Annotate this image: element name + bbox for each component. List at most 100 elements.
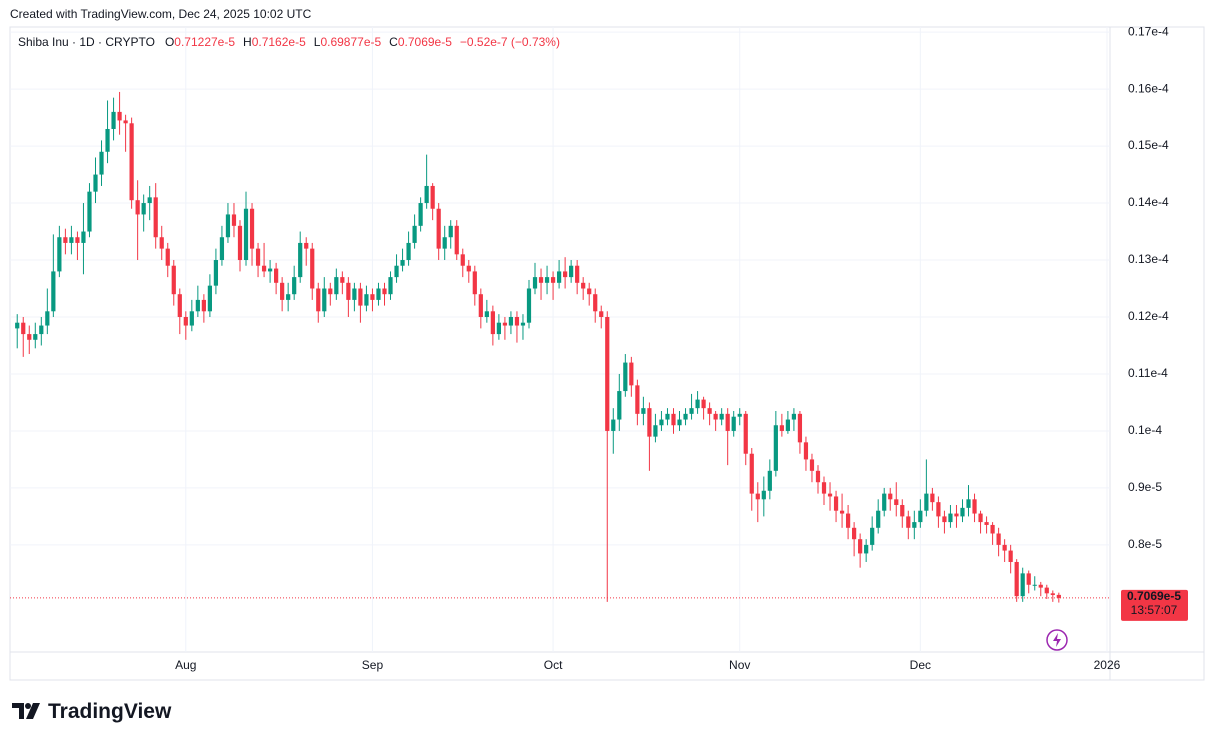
candle-body bbox=[876, 510, 881, 528]
candle-body bbox=[791, 413, 797, 420]
candle-body bbox=[809, 459, 815, 471]
candle-body bbox=[737, 413, 742, 417]
candle-body bbox=[292, 277, 297, 295]
brand: TradingView bbox=[48, 700, 172, 723]
pane-border bbox=[9, 26, 1205, 681]
candle-body bbox=[767, 470, 772, 491]
candle-body bbox=[833, 496, 839, 511]
candle-body bbox=[948, 513, 953, 523]
candle-body bbox=[243, 208, 249, 261]
candle-body bbox=[870, 527, 875, 545]
candle-body bbox=[930, 493, 935, 503]
candle-body bbox=[45, 311, 50, 326]
legend-value: 0.71227e-5 bbox=[174, 35, 236, 49]
candle-body bbox=[683, 413, 688, 420]
candle-body bbox=[617, 391, 622, 420]
legend-value: 0.69877e-5 bbox=[320, 35, 382, 49]
candle-body bbox=[1050, 593, 1055, 596]
legend-key: O bbox=[164, 35, 175, 49]
candle-body bbox=[731, 416, 736, 431]
candle-body bbox=[520, 322, 526, 326]
candle-body bbox=[671, 413, 676, 426]
candle-body bbox=[785, 419, 790, 431]
candle-body bbox=[719, 413, 724, 420]
candle-body bbox=[394, 265, 399, 278]
candle-body bbox=[316, 288, 321, 312]
candle-body bbox=[460, 254, 465, 266]
candle-body bbox=[593, 294, 598, 312]
candle-body bbox=[123, 120, 128, 124]
candle-body bbox=[358, 288, 363, 306]
candle-body bbox=[912, 522, 917, 528]
candle-body bbox=[556, 271, 562, 283]
candle-body bbox=[1002, 544, 1007, 551]
x-tick-label: Aug bbox=[175, 658, 196, 672]
candle-body bbox=[966, 499, 971, 508]
candle-body bbox=[165, 248, 170, 266]
candle-body bbox=[852, 527, 857, 540]
candle-body bbox=[466, 265, 471, 272]
candle-body bbox=[322, 288, 327, 312]
candle-body bbox=[364, 294, 369, 306]
candle-body bbox=[653, 425, 658, 437]
candle-body bbox=[213, 260, 219, 286]
candle-body bbox=[346, 282, 351, 300]
candle-body bbox=[677, 419, 682, 426]
candle-body bbox=[821, 482, 827, 494]
candle-body bbox=[1020, 573, 1025, 597]
y-tick-label: 0.14e-4 bbox=[1128, 195, 1169, 209]
candle-body bbox=[111, 111, 116, 129]
alert-icon[interactable] bbox=[1046, 629, 1068, 651]
candle-body bbox=[412, 225, 417, 243]
y-tick-label: 0.1e-4 bbox=[1128, 423, 1162, 437]
legend-key: H bbox=[243, 35, 252, 49]
candle-body bbox=[99, 151, 104, 175]
y-tick-label: 0.9e-5 bbox=[1128, 480, 1162, 494]
candle-body bbox=[888, 493, 893, 500]
candle-body bbox=[267, 268, 273, 272]
candle-body bbox=[845, 513, 851, 528]
candle-body bbox=[219, 237, 225, 261]
x-tick-label: Oct bbox=[544, 658, 563, 672]
candle-body bbox=[231, 214, 237, 226]
candle-body bbox=[1056, 594, 1061, 598]
candle-body bbox=[51, 271, 56, 312]
candle-body bbox=[249, 208, 255, 249]
candle-body bbox=[448, 225, 453, 238]
candle-body bbox=[147, 197, 152, 204]
candle-body bbox=[1044, 587, 1049, 594]
last-price-box bbox=[1121, 589, 1188, 621]
candle-body bbox=[942, 516, 947, 523]
candle-body bbox=[33, 334, 38, 340]
legend-key: C bbox=[389, 35, 398, 49]
symbol-title: Shiba Inu · 1D · CRYPTO bbox=[18, 35, 155, 49]
y-tick-label: 0.11e-4 bbox=[1128, 366, 1168, 380]
candle-body bbox=[839, 510, 845, 514]
candle-body bbox=[695, 399, 700, 409]
candle-body bbox=[430, 185, 435, 209]
candle-body bbox=[629, 362, 634, 386]
candle-body bbox=[1038, 584, 1043, 588]
candle-body bbox=[117, 111, 122, 121]
legend: Shiba Inu · 1D · CRYPTO O0.71227e-5 H0.716… bbox=[18, 35, 568, 49]
candle-body bbox=[563, 271, 568, 278]
candle-body bbox=[894, 499, 899, 506]
candle-body bbox=[69, 237, 74, 243]
candle-body bbox=[882, 493, 887, 511]
candle-body bbox=[707, 408, 712, 414]
legend-key: L bbox=[313, 35, 321, 49]
candle-body bbox=[171, 265, 176, 295]
candle-body bbox=[207, 285, 212, 312]
candle-body bbox=[713, 413, 718, 420]
candle-body bbox=[436, 208, 441, 249]
candle-body bbox=[1032, 584, 1037, 586]
candle-body bbox=[502, 322, 508, 326]
candle-body bbox=[304, 242, 309, 249]
candle-body bbox=[81, 231, 86, 243]
candle-body bbox=[996, 533, 1001, 545]
candle-body bbox=[195, 299, 200, 312]
candle-body bbox=[21, 322, 26, 335]
candle-body bbox=[635, 385, 640, 414]
candle-body bbox=[972, 499, 977, 514]
candle-body bbox=[237, 225, 243, 261]
